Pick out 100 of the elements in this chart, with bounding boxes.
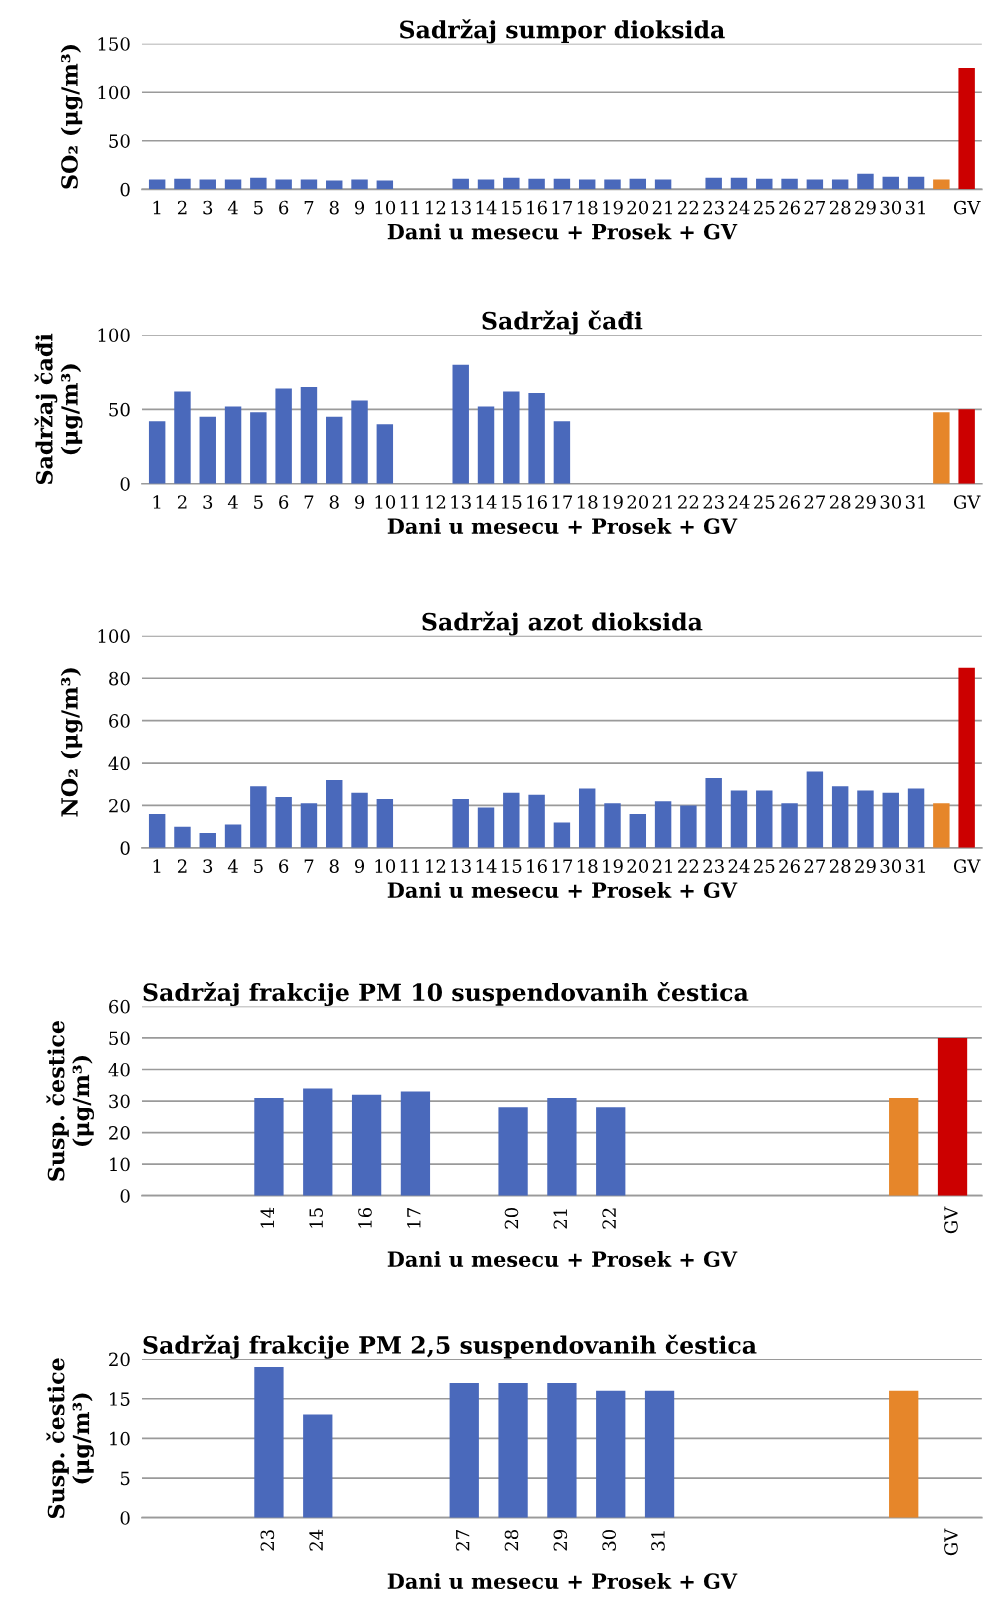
bar	[254, 1367, 284, 1518]
bar	[553, 421, 571, 484]
bar	[958, 409, 975, 484]
x-tick-label: 6	[279, 859, 289, 873]
x-tick-label: 31	[905, 859, 925, 873]
x-tick-label: 20	[627, 859, 649, 873]
x-tick-label: 31	[651, 1531, 665, 1551]
bar	[477, 406, 495, 484]
x-axis-title: Dani u mesecu + Prosek + GV	[387, 1572, 738, 1590]
bar	[578, 788, 596, 848]
x-tick-label: 13	[451, 859, 471, 873]
x-tick-label: 28	[504, 1530, 519, 1551]
bar	[224, 179, 242, 190]
x-tick-label: 21	[652, 495, 673, 509]
x-tick-label: GV	[944, 1528, 958, 1556]
x-tick-label: 22	[678, 200, 699, 215]
x-tick-label: 31	[905, 200, 925, 215]
bar	[503, 792, 520, 848]
bar	[933, 179, 950, 190]
bar	[452, 799, 469, 848]
bar	[604, 179, 621, 190]
x-tick-label: 10	[375, 200, 396, 215]
bar	[477, 807, 495, 848]
chart-title: Sadržaj čađi	[482, 310, 643, 335]
bar	[449, 1382, 479, 1518]
y-tick-label: 50	[109, 402, 130, 417]
y-axis-title: NO₂ (μg/m³)	[60, 668, 83, 817]
x-tick-label: 6	[279, 495, 289, 509]
x-tick-label: 28	[829, 495, 851, 509]
bar	[831, 786, 849, 848]
bar	[596, 1390, 626, 1518]
x-tick-label: 8	[329, 859, 339, 873]
x-tick-label: 3	[203, 495, 213, 509]
x-tick-label: 10	[375, 859, 396, 873]
x-tick-label: 6	[279, 200, 289, 215]
bar	[254, 1097, 284, 1196]
bar	[958, 667, 975, 848]
bar	[503, 177, 520, 190]
x-tick-label: 19	[603, 495, 623, 509]
x-tick-label: 11	[400, 859, 420, 873]
bar	[250, 177, 267, 190]
bar	[756, 790, 773, 848]
bar	[547, 1097, 577, 1196]
bar	[275, 796, 292, 848]
x-tick-label: 26	[779, 495, 800, 509]
chart-title: Sadržaj azot dioksida	[422, 611, 703, 636]
bar	[730, 177, 748, 190]
x-tick-label: 25	[754, 200, 775, 215]
x-tick-label: 5	[254, 859, 263, 873]
x-tick-label: 31	[905, 495, 925, 509]
x-tick-label: 12	[426, 200, 446, 215]
bar	[629, 178, 647, 190]
x-tick-label: 1	[153, 200, 161, 215]
y-axis-title: Sadržaj čađi (μg/m³)	[34, 333, 83, 485]
bar	[400, 1091, 431, 1196]
bar	[300, 803, 318, 848]
x-tick-label: 14	[476, 495, 497, 509]
x-tick-label: GV	[953, 495, 981, 509]
x-tick-label: 4	[227, 495, 238, 509]
bar	[528, 794, 545, 848]
bar	[174, 178, 191, 190]
bar	[705, 177, 722, 190]
x-tick-label: 2	[177, 495, 187, 509]
x-tick-label: 13	[451, 495, 471, 509]
x-tick-label: 9	[354, 495, 365, 509]
y-axis-title: Susp. čestice (μg/m³)	[46, 1020, 95, 1181]
x-tick-label: 27	[804, 859, 826, 873]
bar	[303, 1414, 333, 1518]
bar	[300, 179, 318, 190]
bar	[933, 412, 950, 484]
x-tick-label: 30	[602, 1529, 616, 1551]
bar	[148, 421, 166, 484]
y-tick-label: 60	[109, 714, 130, 728]
x-tick-label: 11	[400, 200, 420, 215]
x-tick-label: 4	[227, 200, 238, 215]
x-tick-label: 16	[527, 200, 547, 215]
y-tick-label: 150	[98, 37, 130, 51]
x-tick-label: 21	[652, 859, 673, 873]
x-tick-label: 14	[476, 859, 497, 873]
x-tick-label: 12	[426, 859, 446, 873]
bar	[889, 1390, 919, 1518]
bar	[806, 771, 824, 848]
x-tick-label: 15	[309, 1208, 324, 1228]
bar	[351, 1094, 382, 1196]
bar	[705, 777, 722, 848]
x-tick-label: 5	[254, 495, 263, 509]
bar	[351, 179, 368, 190]
bar	[528, 178, 545, 190]
y-tick-label: 100	[98, 85, 130, 100]
bar	[477, 179, 495, 190]
bar	[326, 416, 343, 484]
x-tick-label: 9	[354, 200, 365, 215]
bar	[629, 813, 647, 848]
bar	[604, 803, 621, 848]
bar	[275, 388, 292, 484]
x-tick-label: 23	[703, 495, 724, 509]
x-tick-label: 22	[678, 859, 699, 873]
bar	[148, 179, 166, 190]
bar	[857, 790, 874, 848]
bar	[937, 1037, 968, 1196]
